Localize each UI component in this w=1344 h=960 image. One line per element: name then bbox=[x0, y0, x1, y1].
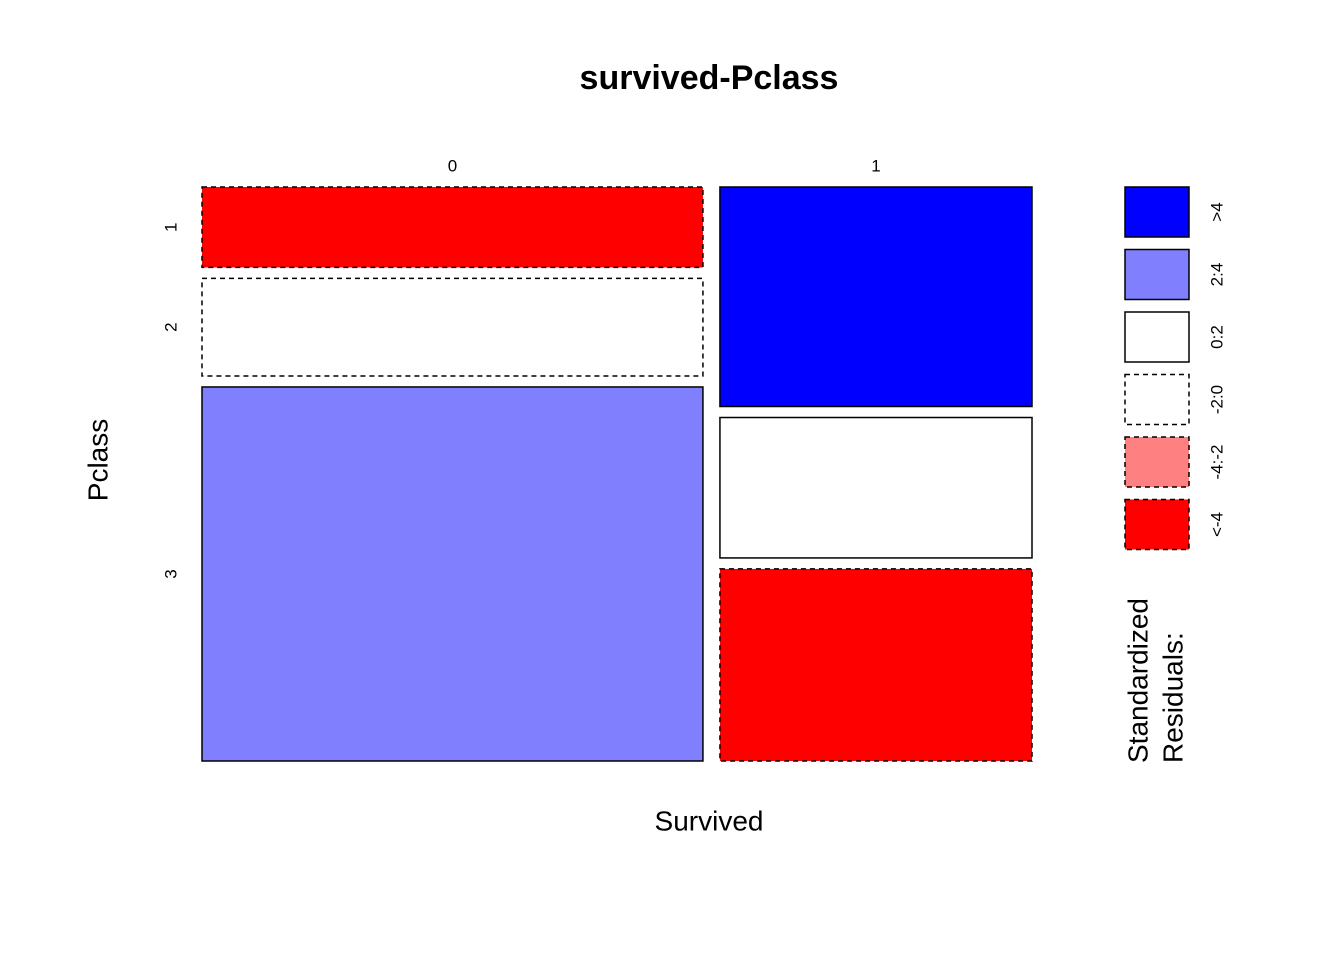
legend-swatch bbox=[1124, 311, 1190, 363]
y-tick-label: 1 bbox=[161, 222, 180, 231]
x-axis-label: Survived bbox=[655, 805, 764, 836]
mosaic-cell bbox=[201, 386, 704, 762]
mosaic-cell bbox=[201, 186, 704, 269]
mosaic-cell bbox=[719, 416, 1033, 559]
mosaic-cell bbox=[201, 277, 704, 377]
x-tick-label: 1 bbox=[871, 156, 880, 175]
chart-title: survived-Pclass bbox=[580, 59, 839, 97]
legend-label: <-4 bbox=[1207, 512, 1226, 537]
legend-swatch bbox=[1124, 498, 1190, 551]
legend-label: 0:2 bbox=[1207, 325, 1226, 349]
legend-title: Standardized bbox=[1122, 598, 1153, 763]
legend-swatch bbox=[1124, 186, 1190, 238]
y-tick-label: 2 bbox=[161, 322, 180, 331]
legend-swatch bbox=[1124, 373, 1190, 426]
legend-swatch bbox=[1124, 436, 1190, 488]
y-axis-label: Pclass bbox=[82, 419, 113, 501]
legend-label: -4:-2 bbox=[1207, 445, 1226, 480]
legend-label: >4 bbox=[1207, 202, 1226, 221]
legend-swatch bbox=[1124, 248, 1190, 301]
mosaic-cell bbox=[719, 568, 1033, 762]
legend-title: Residuals: bbox=[1157, 632, 1188, 763]
x-tick-label: 0 bbox=[448, 156, 457, 175]
legend-label: 2:4 bbox=[1207, 263, 1226, 287]
mosaic-cell bbox=[719, 186, 1033, 408]
y-tick-label: 3 bbox=[161, 569, 180, 578]
legend-label: -2:0 bbox=[1207, 385, 1226, 414]
